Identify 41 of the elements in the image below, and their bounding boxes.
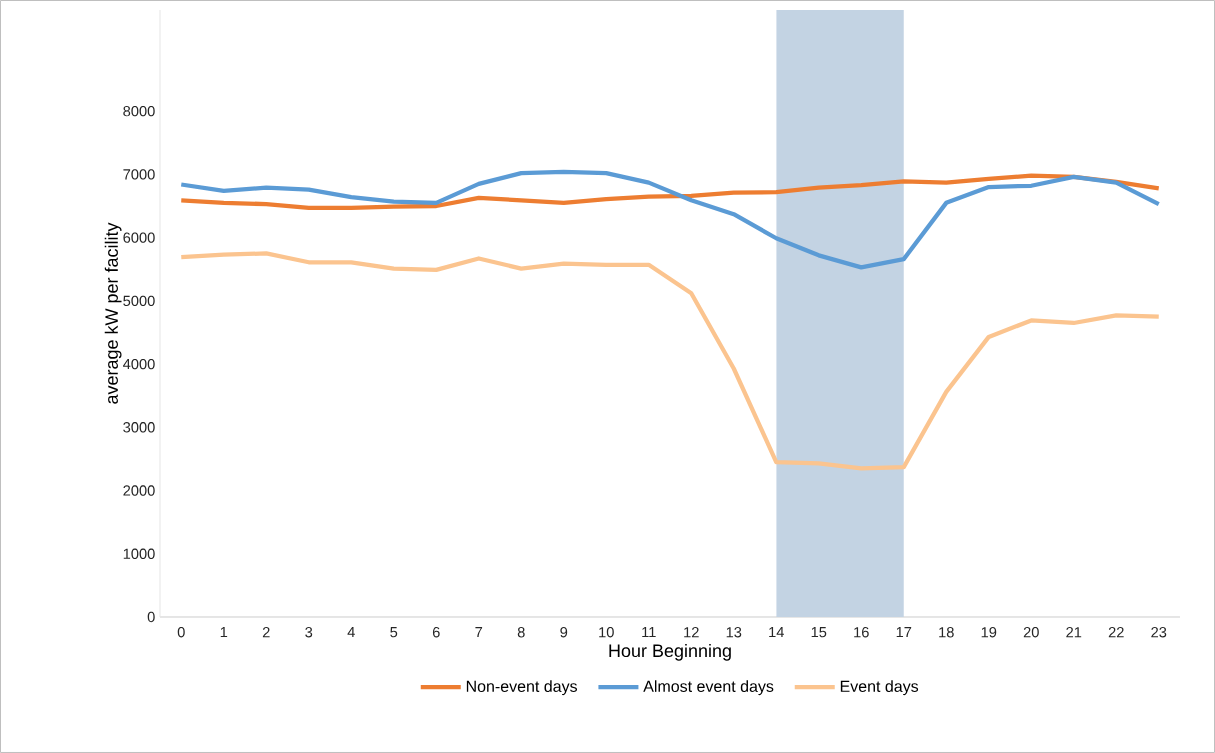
x-tick-label: 21 [1066,627,1082,638]
x-tick-label: 15 [811,627,827,638]
y-tick-label: 4000 [123,358,155,370]
x-tick-label: 14 [769,627,784,638]
y-tick-label: 5000 [123,295,155,307]
y-axis-title: average kW per facility [104,222,122,404]
x-tick-label: 8 [517,627,525,638]
x-tick-label: 22 [1108,627,1124,638]
x-tick-label: 17 [896,627,912,638]
y-tick-label: 6000 [123,232,155,243]
x-tick-label: 5 [390,627,398,638]
x-tick-label: 3 [305,627,313,638]
line-series [179,251,1161,471]
y-tick-label: 8000 [123,105,155,117]
x-tick-label: 12 [684,627,699,638]
x-tick-label: 18 [939,627,954,638]
x-tick-label: 10 [599,627,614,638]
y-tick-label: 0 [147,611,155,623]
x-tick-label: 9 [560,627,568,638]
y-tick-label: 7000 [123,169,155,180]
x-tick-label: 23 [1151,627,1167,638]
x-tick-label: 1 [220,627,228,638]
x-tick-label: 11 [642,627,656,638]
y-tick-label: 1000 [123,548,155,559]
x-tick-label: 6 [432,627,440,638]
legend-label: Event days [840,680,919,696]
x-tick-label: 0 [177,627,185,638]
x-axis-title: Hour Beginning [609,643,731,661]
x-tick-label: 16 [854,627,869,638]
line-series [179,169,1161,270]
x-tick-label: 2 [262,627,270,638]
legend-label: Almost event days [643,680,774,696]
y-tick-label: 3000 [123,422,155,433]
x-tick-label: 20 [1023,627,1039,638]
x-tick-label: 19 [981,627,997,638]
y-tick-label: 2000 [123,485,155,496]
line-series [179,173,1161,211]
x-tick-label: 7 [475,627,483,638]
x-tick-label: 13 [726,627,742,638]
legend-label: Non-event days [466,680,578,696]
x-tick-label: 4 [347,627,355,638]
